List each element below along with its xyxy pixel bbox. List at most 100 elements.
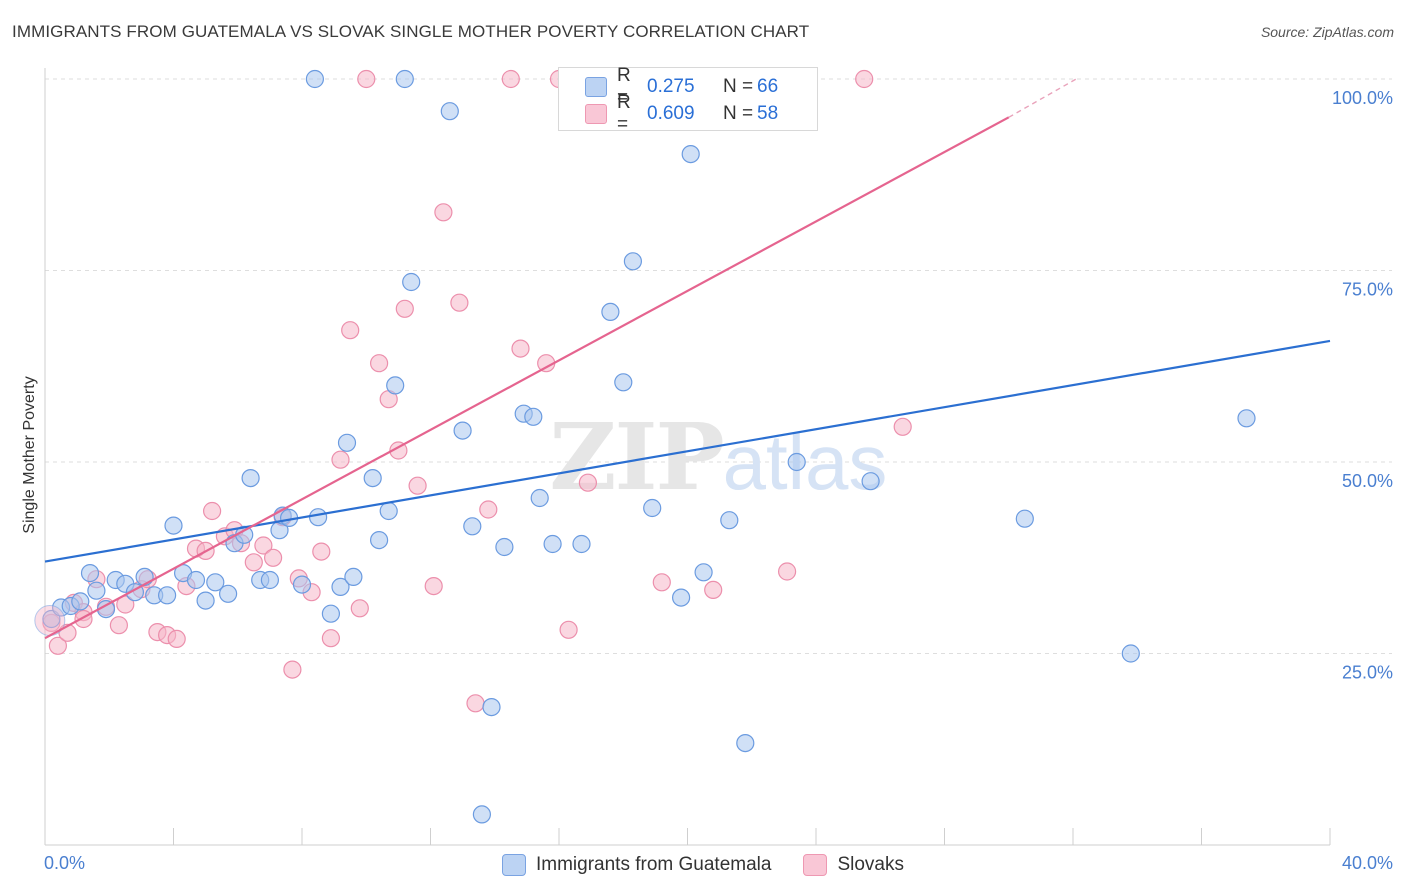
point-slovaks xyxy=(48,636,68,655)
point-guatemala xyxy=(861,472,880,491)
point-guatemala xyxy=(309,508,328,527)
point-slovaks xyxy=(203,501,222,521)
x-tick-label: 40.0% xyxy=(1342,853,1393,873)
point-slovaks xyxy=(652,573,671,592)
n-label: N = xyxy=(723,103,754,124)
point-guatemala xyxy=(1237,409,1256,428)
point-guatemala xyxy=(530,488,549,508)
point-guatemala xyxy=(787,452,806,472)
point-guatemala xyxy=(87,581,106,600)
trend-lines xyxy=(44,78,1331,640)
point-guatemala xyxy=(344,567,363,587)
y-tick-label: 75.0% xyxy=(1342,280,1393,300)
point-guatemala xyxy=(331,577,350,597)
series-legend: Immigrants from Guatemala Slovaks xyxy=(0,852,1406,878)
correlation-legend: R = 0.275 N = 66 R = 0.609 N = 58 xyxy=(558,65,818,135)
legend-row-guatemala: R = 0.275 N = 66 xyxy=(585,65,779,108)
point-slovaks xyxy=(167,629,186,649)
point-slovaks xyxy=(312,542,331,561)
point-slovaks xyxy=(466,694,485,713)
point-guatemala xyxy=(363,469,382,488)
chart-title: IMMIGRANTS FROM GUATEMALA VS SLOVAK SING… xyxy=(12,22,810,41)
point-slovaks xyxy=(424,576,443,596)
source-label: Source: ZipAtlas.com xyxy=(1260,24,1394,40)
point-guatemala xyxy=(80,563,100,583)
x-tick-label: 0.0% xyxy=(44,853,85,873)
legend-swatch-pink xyxy=(803,854,828,876)
legend-item-guatemala[interactable]: Immigrants from Guatemala xyxy=(502,854,771,876)
point-slovaks xyxy=(370,354,389,373)
point-slovaks xyxy=(777,562,797,581)
point-slovaks xyxy=(244,553,263,572)
point-guatemala xyxy=(623,252,643,271)
point-slovaks xyxy=(109,616,129,635)
point-slovaks xyxy=(434,203,453,222)
point-guatemala xyxy=(186,570,206,590)
n-value: 58 xyxy=(757,103,779,124)
point-guatemala xyxy=(543,534,562,554)
trend-line-slovaks-extension xyxy=(1008,78,1077,118)
r-label: R = xyxy=(617,92,631,135)
watermark: ZIP atlas xyxy=(549,403,887,511)
legend-label: Slovaks xyxy=(837,854,904,875)
point-guatemala xyxy=(495,537,514,557)
point-guatemala xyxy=(453,421,472,440)
point-slovaks xyxy=(408,476,427,495)
y-tick-label: 100.0% xyxy=(1332,88,1393,108)
point-guatemala xyxy=(1015,509,1034,528)
point-guatemala xyxy=(472,805,491,824)
point-slovaks xyxy=(389,441,408,460)
point-guatemala xyxy=(482,697,501,717)
point-guatemala xyxy=(196,591,215,610)
legend-item-slovaks[interactable]: Slovaks xyxy=(803,854,904,876)
legend-row-slovaks: R = 0.609 N = 58 xyxy=(585,92,779,135)
r-value: 0.609 xyxy=(647,103,695,124)
point-guatemala xyxy=(386,376,405,395)
point-guatemala xyxy=(720,511,739,530)
point-guatemala xyxy=(164,516,183,535)
legend-label: Immigrants from Guatemala xyxy=(536,854,772,875)
point-guatemala xyxy=(643,498,662,518)
point-slovaks xyxy=(321,629,340,648)
point-guatemala xyxy=(305,69,324,89)
point-guatemala xyxy=(440,102,459,121)
point-slovaks xyxy=(450,293,469,312)
point-guatemala xyxy=(572,534,591,554)
point-guatemala xyxy=(671,588,691,607)
point-slovaks xyxy=(357,69,376,89)
point-slovaks xyxy=(254,536,273,555)
point-guatemala xyxy=(463,517,482,536)
point-guatemala xyxy=(219,584,238,603)
point-slovaks xyxy=(341,321,360,340)
axes xyxy=(44,68,1331,846)
point-slovaks xyxy=(855,69,874,89)
point-guatemala xyxy=(395,69,414,89)
point-guatemala xyxy=(694,563,713,582)
r-label: R = xyxy=(617,65,631,108)
point-slovaks xyxy=(331,450,350,469)
point-guatemala xyxy=(158,586,177,605)
data-points xyxy=(34,69,1256,824)
point-slovaks xyxy=(501,69,520,89)
point-slovaks xyxy=(578,473,598,492)
point-guatemala xyxy=(260,570,279,590)
legend-swatch-blue xyxy=(502,854,526,876)
legend-swatch-blue xyxy=(585,77,607,97)
point-guatemala xyxy=(370,530,389,550)
point-guatemala xyxy=(135,567,154,587)
point-guatemala xyxy=(524,407,543,426)
point-slovaks xyxy=(283,660,302,679)
n-label: N = xyxy=(723,76,754,97)
y-tick-label: 25.0% xyxy=(1342,663,1393,683)
point-guatemala xyxy=(601,302,620,321)
point-guatemala xyxy=(736,733,755,753)
point-guatemala xyxy=(292,575,312,594)
point-slovaks xyxy=(893,417,912,436)
y-axis-label: Single Mother Poverty xyxy=(21,376,38,533)
point-guatemala xyxy=(206,573,225,592)
svg-text:ZIP: ZIP xyxy=(549,403,722,511)
point-slovaks xyxy=(264,548,283,567)
n-value: 66 xyxy=(757,76,779,97)
point-guatemala xyxy=(337,433,357,452)
